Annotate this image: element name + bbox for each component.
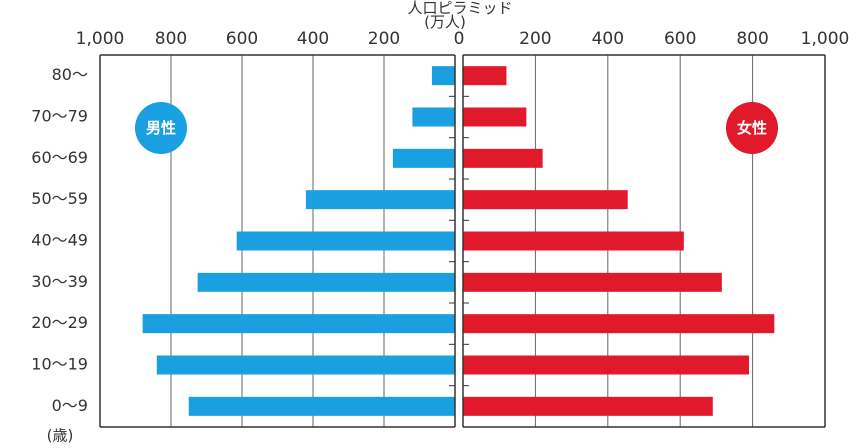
age-label: 50～59: [31, 189, 88, 208]
x-tick-label: 400: [297, 29, 329, 49]
age-axis-unit: (歳): [47, 427, 74, 445]
age-label: 30～39: [31, 272, 88, 291]
x-tick-label: 200: [519, 29, 551, 49]
age-label: 40～49: [31, 231, 88, 250]
male-bar: [197, 272, 455, 292]
male-bar: [305, 190, 455, 210]
x-tick-label: 800: [736, 29, 768, 49]
x-tick-label: 1,000: [76, 29, 125, 49]
female-bar: [463, 148, 543, 168]
age-label: 80～: [52, 65, 88, 84]
x-tick-label: 600: [664, 29, 696, 49]
bars: [142, 66, 775, 416]
female-bar: [463, 231, 684, 251]
male-bar: [142, 314, 455, 334]
female-bar: [463, 190, 628, 210]
x-tick-label: 800: [155, 29, 187, 49]
unit-label: (万人): [424, 13, 466, 31]
x-tick-labels: 1,000 800 600 400 200 0 200 400 600 800 1,000: [76, 29, 850, 49]
female-bar: [463, 66, 507, 86]
female-bar: [463, 355, 749, 375]
x-tick-label: 600: [226, 29, 258, 49]
age-label: 60～69: [31, 148, 88, 167]
male-bar: [236, 231, 455, 251]
x-tick-label: 400: [592, 29, 624, 49]
female-badge-label: 女性: [737, 119, 767, 137]
male-bar: [188, 396, 455, 416]
age-label: 10～19: [31, 355, 88, 374]
male-bar: [392, 148, 455, 168]
age-labels: 80～ 70～79 60～69 50～59 40～49 30～39 20～29 10～19 0～…: [31, 65, 88, 415]
male-badge-label: 男性: [146, 119, 176, 137]
age-label: 20～29: [31, 313, 88, 332]
x-tick-label: 0: [454, 29, 465, 49]
male-bar: [156, 355, 456, 375]
age-label: 70～79: [31, 107, 88, 126]
x-tick-label: 1,000: [801, 29, 850, 49]
female-bar: [463, 396, 713, 416]
male-bar: [412, 107, 455, 127]
plot-frame: [99, 54, 826, 428]
female-bar: [463, 314, 775, 334]
x-tick-label: 200: [368, 29, 400, 49]
female-badge: [726, 102, 778, 154]
chart-title: 人口ピラミッド: [407, 0, 512, 17]
male-badge: [135, 102, 187, 154]
female-bar: [463, 107, 527, 127]
female-bar: [463, 272, 722, 292]
male-bar: [431, 66, 455, 86]
legend-badges: 男性 女性: [135, 102, 778, 154]
age-label: 0～9: [52, 396, 88, 415]
